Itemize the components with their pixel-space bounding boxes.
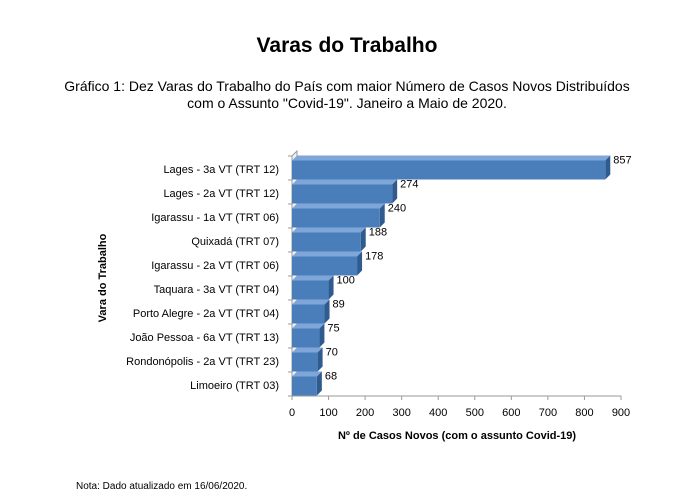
category-label: Limoeiro (TRT 03) bbox=[190, 380, 279, 392]
category-label: Rondonópolis - 2a VT (TRT 23) bbox=[126, 356, 279, 368]
bar-top-face bbox=[292, 323, 325, 329]
bar bbox=[292, 184, 393, 204]
bar-top-face bbox=[292, 203, 385, 209]
category-label: Lages - 2a VT (TRT 12) bbox=[163, 188, 279, 200]
x-tick-label: 0 bbox=[289, 407, 295, 419]
subtitle-line-1: Gráfico 1: Dez Varas do Trabalho do País… bbox=[64, 78, 630, 94]
bar-end-face bbox=[319, 323, 325, 348]
x-tick-label: 100 bbox=[319, 407, 337, 419]
bar-end-face bbox=[328, 275, 334, 300]
category-label: Porto Alegre - 2a VT (TRT 04) bbox=[133, 308, 279, 320]
bar-end-face bbox=[357, 251, 363, 276]
data-label: 70 bbox=[326, 347, 338, 359]
bar bbox=[292, 376, 317, 396]
bar bbox=[292, 232, 361, 252]
category-label: Quixadá (TRT 07) bbox=[191, 236, 279, 248]
bar-top-face bbox=[292, 227, 366, 233]
bar-end-face bbox=[605, 155, 611, 180]
data-label: 89 bbox=[333, 299, 345, 311]
x-tick-label: 800 bbox=[575, 407, 593, 419]
bar bbox=[292, 328, 320, 348]
x-tick-label: 900 bbox=[612, 407, 630, 419]
bar-end-face bbox=[324, 299, 330, 324]
bar bbox=[292, 208, 380, 228]
category-label: Igarassu - 2a VT (TRT 06) bbox=[151, 260, 279, 272]
x-tick-label: 700 bbox=[539, 407, 557, 419]
chart-subtitle: Gráfico 1: Dez Varas do Trabalho do País… bbox=[0, 78, 694, 112]
bar-end-face bbox=[316, 371, 322, 396]
page-title: Varas do Trabalho bbox=[256, 34, 438, 57]
bar-top-face bbox=[292, 179, 398, 185]
bar-end-face bbox=[379, 203, 385, 228]
x-tick-label: 500 bbox=[466, 407, 484, 419]
bar-end-face bbox=[360, 227, 366, 252]
data-label: 100 bbox=[337, 275, 355, 287]
x-tick-label: 600 bbox=[502, 407, 520, 419]
x-tick-label: 400 bbox=[429, 407, 447, 419]
data-label: 68 bbox=[325, 371, 337, 383]
data-label: 188 bbox=[369, 227, 387, 239]
bar bbox=[292, 352, 318, 372]
bar bbox=[292, 256, 358, 276]
x-tick-label: 200 bbox=[356, 407, 374, 419]
bar bbox=[292, 304, 325, 324]
data-label: 857 bbox=[613, 155, 631, 167]
data-label: 240 bbox=[388, 203, 406, 215]
category-label: Taquara - 3a VT (TRT 04) bbox=[154, 284, 279, 296]
subtitle-line-2: com o Assunto "Covid-19". Janeiro a Maio… bbox=[187, 95, 507, 111]
data-label: 75 bbox=[327, 323, 339, 335]
bar-end-face bbox=[392, 179, 398, 204]
bar bbox=[292, 160, 606, 180]
x-axis-title: Nº de Casos Novos (com o assunto Covid-1… bbox=[338, 430, 576, 442]
bar-end-face bbox=[317, 347, 323, 372]
category-label: Igarassu - 1a VT (TRT 06) bbox=[151, 212, 279, 224]
footnote: Nota: Dado atualizado em 16/06/2020. bbox=[76, 481, 248, 492]
bar bbox=[292, 280, 329, 300]
bar-top-face bbox=[292, 251, 363, 257]
bar-top-face bbox=[292, 347, 323, 353]
category-label: João Pessoa - 6a VT (TRT 13) bbox=[130, 332, 279, 344]
bar-top-face bbox=[292, 371, 322, 377]
y-axis-title: Vara do Trabalho bbox=[97, 233, 109, 322]
category-label: Lages - 3a VT (TRT 12) bbox=[163, 164, 279, 176]
bar-top-face bbox=[292, 155, 611, 161]
chart-plot-area: 0 100 200 300 400 500 600 700 800 900 857 Lages - 3… bbox=[126, 149, 632, 419]
data-label: 274 bbox=[400, 179, 418, 191]
bar-top-face bbox=[292, 275, 334, 281]
bar-top-face bbox=[292, 299, 330, 305]
x-tick-label: 300 bbox=[392, 407, 410, 419]
data-label: 178 bbox=[365, 251, 383, 263]
